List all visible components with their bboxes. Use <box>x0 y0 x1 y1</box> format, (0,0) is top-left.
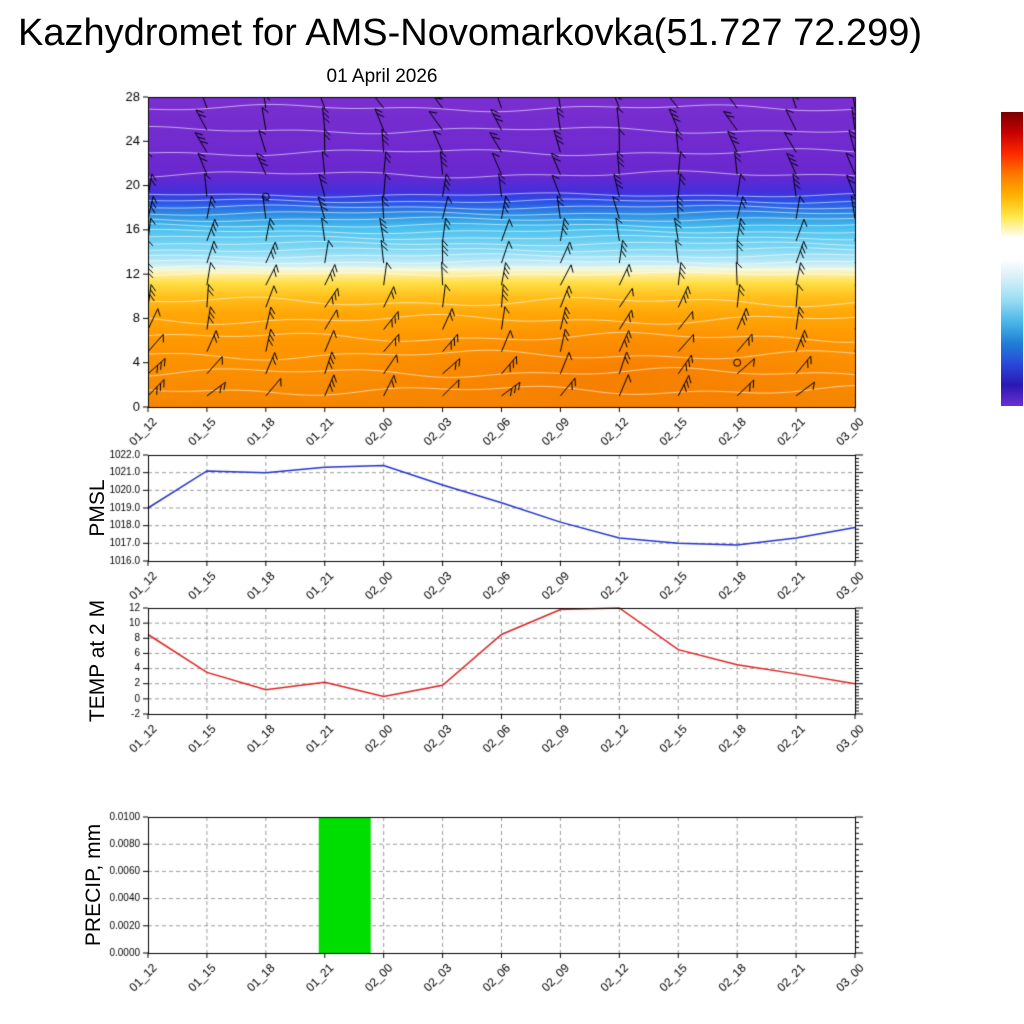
chart-date-subtitle: 01 April 2026 <box>326 66 438 87</box>
pmsl-axis-label: PMSL <box>86 479 109 537</box>
temperature-colorbar <box>1001 112 1023 406</box>
temp-axis-label: TEMP at 2 M <box>86 599 109 723</box>
page-title: Kazhydromet for AMS-Novomarkovka(51.727 … <box>18 12 922 54</box>
precip-axis-label: PRECIP, mm <box>82 823 105 947</box>
